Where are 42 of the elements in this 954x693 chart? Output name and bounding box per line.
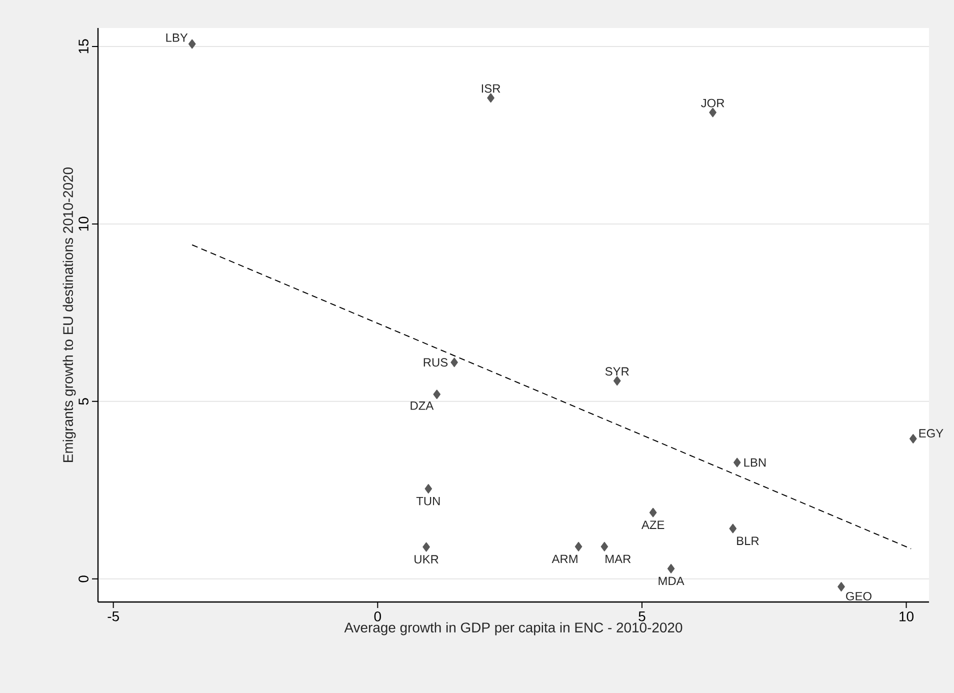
- annotation: ARM: [552, 554, 578, 564]
- annotation: LBY: [166, 34, 188, 42]
- point: [733, 458, 741, 468]
- annotation: TUN: [416, 496, 440, 506]
- annotation: EGY: [919, 429, 944, 438]
- annotation: MAR: [606, 554, 631, 564]
- point: [422, 542, 430, 552]
- point: [649, 508, 657, 518]
- annotation: ISR: [482, 84, 500, 93]
- annotation: BLR: [737, 536, 759, 545]
- y-tick-label: 10: [78, 216, 88, 231]
- point: [424, 484, 432, 494]
- point: [613, 376, 621, 386]
- x-tick-label: 0: [374, 612, 381, 622]
- x-tick-label: 5: [638, 612, 646, 622]
- point: [910, 434, 917, 444]
- y-tick-label: 15: [78, 39, 88, 54]
- point: [667, 564, 675, 574]
- x-tick-label: 10: [900, 612, 914, 622]
- point: [188, 39, 196, 49]
- annotation: SYR: [605, 367, 629, 376]
- annotation: UKR: [414, 555, 438, 564]
- y-tick-label: 5: [78, 398, 88, 405]
- annotation: DZA: [410, 402, 434, 410]
- annotation: MDA: [658, 576, 684, 586]
- point: [838, 582, 845, 592]
- annotation: GEO: [846, 592, 872, 600]
- annotation: AZE: [641, 520, 664, 529]
- x-axis-title: Average growth in GDP per capita in ENC - 2010-2020: [344, 622, 682, 636]
- annotation: RUS: [424, 358, 448, 367]
- point: [433, 390, 441, 400]
- annotation: LBN: [744, 458, 766, 467]
- point: [574, 542, 582, 552]
- point: [600, 542, 608, 552]
- point: [450, 358, 458, 368]
- point: [709, 108, 716, 118]
- point: [487, 93, 494, 103]
- annotation: JOR: [701, 98, 724, 108]
- x-tick-label: -5: [108, 612, 119, 622]
- point: [729, 524, 737, 534]
- y-tick-label: 0: [78, 576, 88, 582]
- y-axis-title: Emigrants growth to EU destinations 2010-2020: [62, 167, 76, 462]
